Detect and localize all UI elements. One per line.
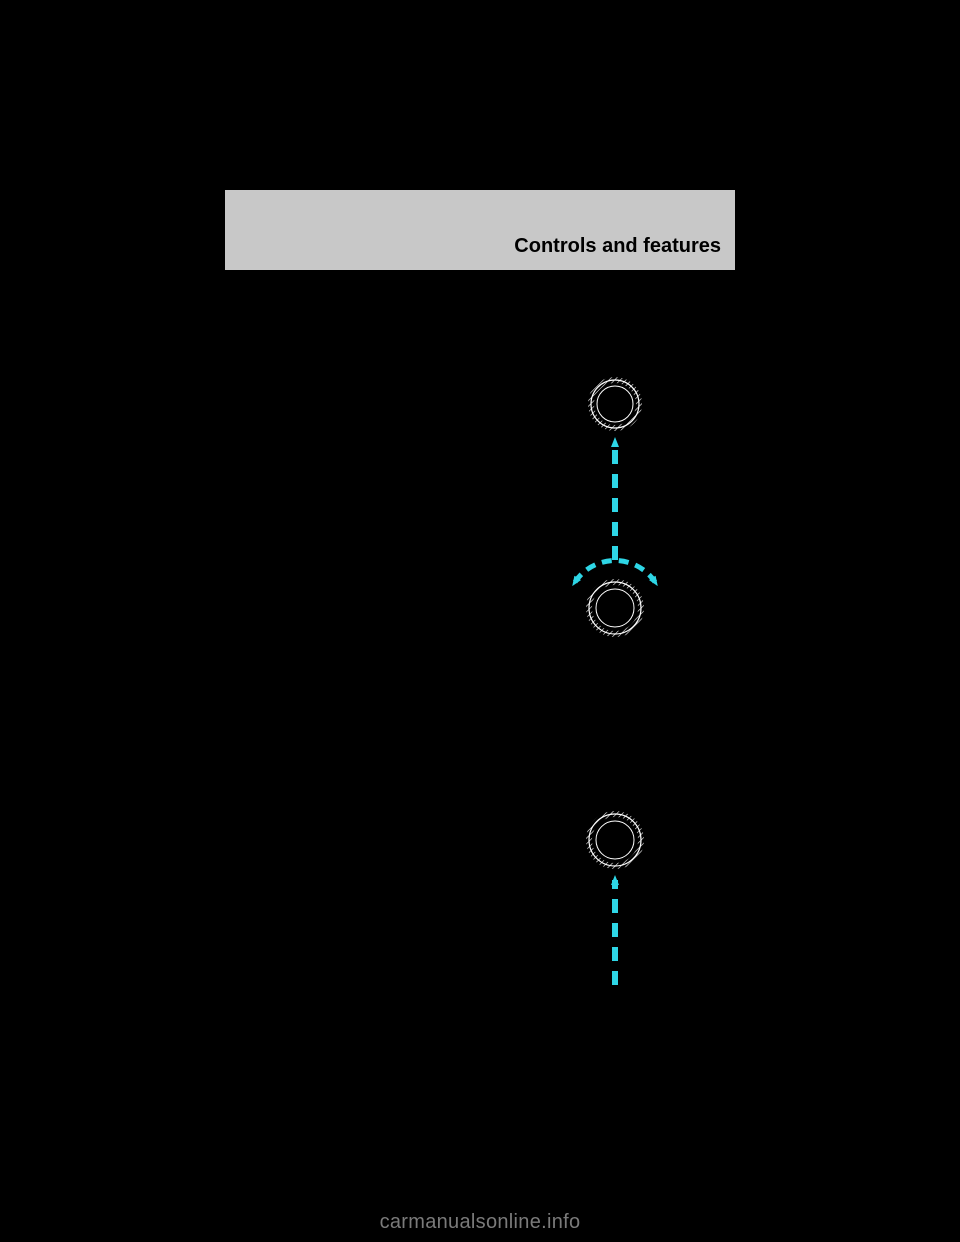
diagram-lower (545, 800, 685, 1020)
section-header: Controls and features (225, 190, 735, 270)
section-title: Controls and features (514, 235, 721, 258)
watermark-text: carmanualsonline.info (380, 1211, 581, 1234)
rotate-arrow-icon (575, 561, 655, 582)
manual-page: Controls and features (225, 190, 735, 270)
diagram-upper (545, 370, 685, 680)
